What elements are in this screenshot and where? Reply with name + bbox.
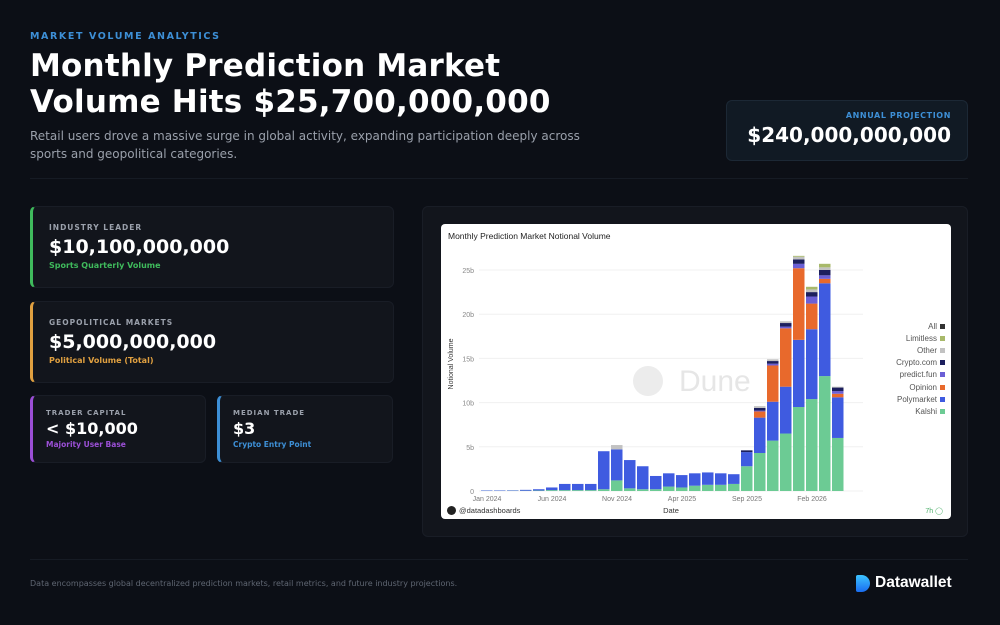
stat-label: GEOPOLITICAL MARKETS bbox=[49, 318, 174, 327]
stat-card-geopolitical: GEOPOLITICAL MARKETS $5,000,000,000 Poli… bbox=[30, 301, 394, 383]
svg-text:25b: 25b bbox=[462, 268, 474, 275]
svg-text:10b: 10b bbox=[462, 401, 474, 408]
stat-label: MEDIAN TRADE bbox=[233, 409, 306, 417]
legend-item[interactable]: Other bbox=[896, 344, 945, 356]
brand: Datawallet bbox=[856, 574, 952, 592]
svg-text:20b: 20b bbox=[462, 312, 474, 319]
stat-value: $5,000,000,000 bbox=[49, 331, 217, 353]
svg-text:Notional Volume: Notional Volume bbox=[448, 338, 455, 389]
footer-divider bbox=[30, 559, 968, 560]
svg-text:Jun 2024: Jun 2024 bbox=[538, 496, 567, 503]
stat-sub: Political Volume (Total) bbox=[49, 356, 154, 365]
legend-swatch-icon bbox=[940, 360, 945, 366]
projection-value: $240,000,000,000 bbox=[747, 123, 951, 147]
stat-card-trader-capital: TRADER CAPITAL < $10,000 Majority User B… bbox=[30, 395, 206, 463]
stat-card-industry-leader: INDUSTRY LEADER $10,100,000,000 Sports Q… bbox=[30, 206, 394, 288]
refresh-status: 7h ◯ bbox=[925, 507, 943, 515]
stat-sub: Crypto Entry Point bbox=[233, 440, 312, 449]
legend-label: Polymarket bbox=[896, 394, 937, 404]
footer-note: Data encompasses global decentralized pr… bbox=[30, 579, 458, 588]
legend-label: All bbox=[928, 321, 937, 331]
legend-label: Kalshi bbox=[915, 406, 937, 416]
stat-sub: Sports Quarterly Volume bbox=[49, 261, 161, 270]
legend-swatch-icon bbox=[940, 372, 945, 378]
stat-card-median-trade: MEDIAN TRADE $3 Crypto Entry Point bbox=[217, 395, 393, 463]
legend-item[interactable]: Limitless bbox=[896, 332, 945, 344]
stat-value: $3 bbox=[233, 419, 256, 438]
svg-text:Jan 2024: Jan 2024 bbox=[473, 496, 502, 503]
credit-handle: @datadashboards bbox=[459, 506, 521, 515]
stat-sub: Majority User Base bbox=[46, 440, 126, 449]
svg-text:0: 0 bbox=[470, 489, 474, 496]
legend-item[interactable]: Opinion bbox=[896, 381, 945, 393]
svg-text:Sep 2025: Sep 2025 bbox=[732, 496, 762, 503]
chart-card: 0 5b 10b 15b 20b 25b Dune Jan 2024 Jun 2024 Nov 2… bbox=[441, 224, 951, 519]
legend-item[interactable]: predict.fun bbox=[896, 369, 945, 381]
stacked-bar-chart: 0 5b 10b 15b 20b 25b Dune Jan 2024 Jun 2024 Nov 2… bbox=[448, 255, 863, 515]
avatar-icon bbox=[447, 506, 456, 515]
legend-swatch-icon bbox=[940, 323, 945, 329]
legend-label: Crypto.com bbox=[896, 358, 937, 368]
legend-swatch-icon bbox=[940, 408, 945, 414]
stat-label: TRADER CAPITAL bbox=[46, 409, 127, 417]
stat-value: $10,100,000,000 bbox=[49, 236, 230, 258]
page-subtitle: Retail users drove a massive surge in gl… bbox=[30, 129, 580, 161]
projection-label: ANNUAL PROJECTION bbox=[845, 111, 951, 120]
legend-item[interactable]: Polymarket bbox=[896, 393, 945, 405]
chart-legend: All Limitless Other Crypto.com predict.fun Op… bbox=[896, 320, 945, 418]
brand-name: Datawallet bbox=[875, 574, 952, 591]
legend-swatch-icon bbox=[940, 347, 945, 353]
svg-text:15b: 15b bbox=[462, 356, 474, 363]
legend-label: Opinion bbox=[909, 382, 937, 392]
headline-line-1: Monthly Prediction Market bbox=[30, 48, 501, 84]
legend-item[interactable]: All bbox=[896, 320, 945, 332]
legend-swatch-icon bbox=[940, 335, 945, 341]
legend-label: Limitless bbox=[905, 333, 937, 343]
stat-value: < $10,000 bbox=[46, 419, 138, 438]
stat-label: INDUSTRY LEADER bbox=[49, 223, 143, 232]
legend-label: predict.fun bbox=[899, 370, 937, 380]
annual-projection-card: ANNUAL PROJECTION $240,000,000,000 bbox=[726, 100, 968, 161]
svg-text:Feb 2026: Feb 2026 bbox=[797, 496, 827, 503]
header-divider bbox=[30, 178, 968, 179]
svg-text:Date: Date bbox=[663, 506, 679, 515]
legend-label: Other bbox=[916, 345, 937, 355]
check-circle-icon: ◯ bbox=[935, 508, 943, 515]
legend-swatch-icon bbox=[940, 396, 945, 402]
svg-text:Dune: Dune bbox=[679, 365, 751, 398]
refresh-age: 7h bbox=[925, 508, 934, 515]
legend-item[interactable]: Crypto.com bbox=[896, 357, 945, 369]
svg-text:Nov 2024: Nov 2024 bbox=[602, 496, 632, 503]
datawallet-logo-icon bbox=[856, 574, 870, 592]
eyebrow-label: MARKET VOLUME ANALYTICS bbox=[30, 31, 221, 42]
legend-swatch-icon bbox=[940, 384, 945, 390]
chart-credit[interactable]: @datadashboards bbox=[447, 506, 520, 515]
svg-text:Apr 2025: Apr 2025 bbox=[668, 496, 697, 503]
page-title: Monthly Prediction Market Volume Hits $2… bbox=[30, 48, 551, 120]
headline-line-2: Volume Hits $25,700,000,000 bbox=[30, 84, 551, 120]
legend-item[interactable]: Kalshi bbox=[896, 405, 945, 417]
chart-title: Monthly Prediction Market Notional Volum… bbox=[448, 231, 611, 241]
svg-text:5b: 5b bbox=[466, 445, 474, 452]
